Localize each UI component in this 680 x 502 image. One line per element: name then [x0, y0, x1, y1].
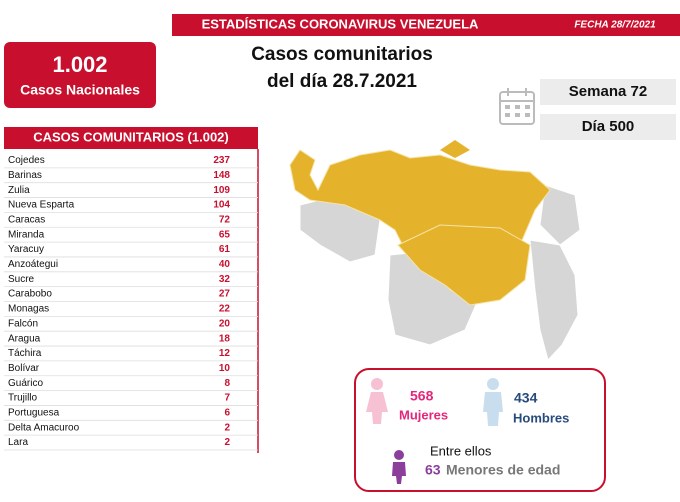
- row-value: 27: [219, 289, 231, 300]
- row-value: 104: [213, 200, 230, 211]
- row-name: Monagas: [8, 304, 49, 315]
- row-value: 109: [213, 185, 230, 196]
- row-value: 20: [219, 318, 231, 329]
- minors-intro: Entre ellos: [430, 443, 492, 458]
- row-value: 18: [219, 333, 231, 344]
- headline-2: del día 28.7.2021: [267, 71, 417, 92]
- headline-1: Casos comunitarios: [251, 44, 433, 65]
- row-value: 72: [219, 214, 231, 225]
- day-box: [540, 114, 676, 140]
- row-name: Cojedes: [8, 155, 45, 166]
- minors-label: Menores de edad: [446, 462, 560, 478]
- row-value: 148: [213, 170, 230, 181]
- row-value: 2: [224, 437, 230, 448]
- row-value: 61: [219, 244, 231, 255]
- minors-count: 63: [425, 462, 441, 478]
- women-label: Mujeres: [399, 407, 448, 422]
- row-name: Miranda: [8, 229, 45, 240]
- row-value: 7: [224, 393, 230, 404]
- week-box: [540, 79, 676, 105]
- national-label: Casos Nacionales: [20, 82, 140, 98]
- day: Día 500: [582, 118, 635, 135]
- row-name: Bolívar: [8, 363, 40, 374]
- row-name: Yaracuy: [8, 244, 44, 255]
- row-value: 65: [219, 229, 231, 240]
- row-name: Sucre: [8, 274, 35, 285]
- row-value: 22: [219, 304, 231, 315]
- row-value: 6: [224, 408, 230, 419]
- row-name: Trujillo: [8, 393, 38, 404]
- woman-icon: [366, 378, 388, 424]
- row-name: Nueva Esparta: [8, 200, 75, 211]
- row-name: Anzoátegui: [8, 259, 58, 270]
- header-date: FECHA 28/7/2021: [574, 20, 656, 31]
- row-name: Guárico: [8, 378, 43, 389]
- row-name: Lara: [8, 437, 28, 448]
- row-name: Portuguesa: [8, 408, 60, 419]
- row-name: Barinas: [8, 170, 42, 181]
- row-name: Delta Amacuroo: [8, 422, 80, 433]
- row-value: 8: [224, 378, 230, 389]
- row-name: Zulia: [8, 185, 30, 196]
- child-icon: [392, 450, 406, 484]
- row-name: Carabobo: [8, 289, 52, 300]
- calendar-icon: [499, 88, 535, 125]
- week: Semana 72: [569, 83, 647, 100]
- row-value: 12: [219, 348, 231, 359]
- row-value: 32: [219, 274, 231, 285]
- gender-box: [354, 368, 606, 492]
- header-bar: [172, 14, 680, 36]
- header-title: ESTADÍSTICAS CORONAVIRUS VENEZUELA: [202, 16, 479, 31]
- table-title: CASOS COMUNITARIOS (1.002): [33, 129, 229, 144]
- table-header: [4, 127, 258, 149]
- row-value: 40: [219, 259, 231, 270]
- row-name: Falcón: [8, 318, 38, 329]
- women-count: 568: [410, 388, 434, 404]
- national-box: [4, 42, 156, 108]
- man-icon: [483, 378, 503, 426]
- men-label: Hombres: [513, 410, 569, 425]
- row-value: 237: [213, 155, 230, 166]
- row-value: 10: [219, 363, 231, 374]
- row-value: 2: [224, 422, 230, 433]
- national-total: 1.002: [52, 52, 107, 77]
- row-name: Caracas: [8, 214, 45, 225]
- row-name: Táchira: [8, 348, 42, 359]
- men-count: 434: [514, 390, 538, 406]
- row-name: Aragua: [8, 333, 41, 344]
- map: [289, 140, 581, 362]
